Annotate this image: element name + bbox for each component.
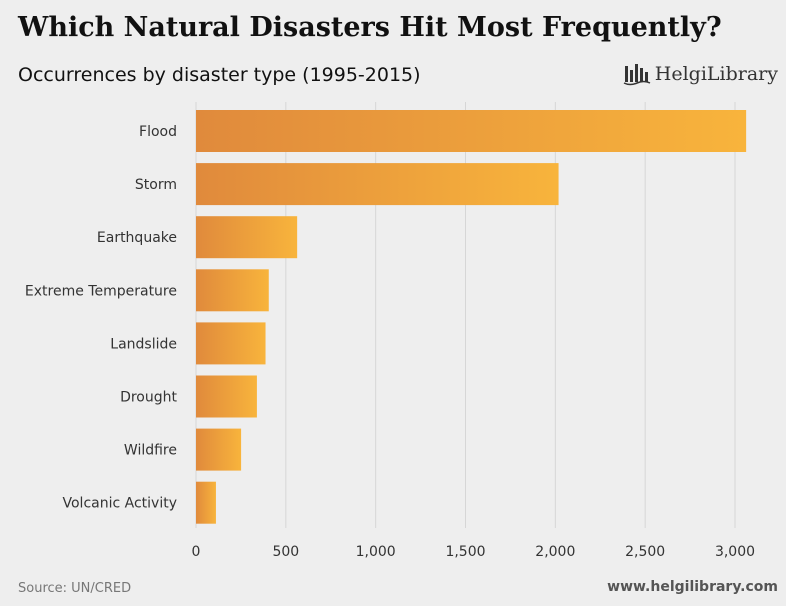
x-tick-label: 2,000 <box>535 544 575 560</box>
bars <box>196 110 747 524</box>
helgi-library-logo: HelgiLibrary <box>623 62 778 86</box>
x-tick-label: 2,500 <box>625 544 665 560</box>
category-label: Wildfire <box>124 443 177 459</box>
bar-flood <box>196 110 747 152</box>
logo-text: HelgiLibrary <box>654 63 778 85</box>
bar-earthquake <box>196 216 298 259</box>
category-labels: Flood Storm Earthquake Extreme Temperature L… <box>25 124 178 512</box>
bar-storm <box>196 163 559 206</box>
footer-url: www.helgilibrary.com <box>607 579 778 595</box>
chart-subtitle: Occurrences by disaster type (1995-2015) <box>18 64 421 86</box>
chart-title: Which Natural Disasters Hit Most Frequen… <box>18 12 722 43</box>
bar-landslide <box>196 322 266 365</box>
bar-chart-mark-icon <box>623 64 651 86</box>
category-label: Volcanic Activity <box>63 496 178 512</box>
bar-extreme-temperature <box>196 269 269 312</box>
bar-drought <box>196 375 257 418</box>
category-label: Landslide <box>110 336 177 352</box>
category-label: Flood <box>139 124 177 140</box>
x-tick-label: 3,000 <box>715 544 755 560</box>
x-tick-label: 500 <box>272 544 299 560</box>
x-tick-label: 0 <box>192 544 201 560</box>
category-label: Extreme Temperature <box>25 283 177 299</box>
bar-volcanic-activity <box>196 481 216 524</box>
category-label: Earthquake <box>97 230 177 246</box>
category-label: Storm <box>135 177 177 193</box>
x-tick-label: 1,500 <box>445 544 485 560</box>
source-note: Source: UN/CRED <box>18 581 132 596</box>
bar-wildfire <box>196 428 242 471</box>
x-axis-ticks: 0 500 1,000 1,500 2,000 2,500 3,000 <box>192 544 756 560</box>
x-tick-label: 1,000 <box>356 544 396 560</box>
category-label: Drought <box>120 390 177 406</box>
